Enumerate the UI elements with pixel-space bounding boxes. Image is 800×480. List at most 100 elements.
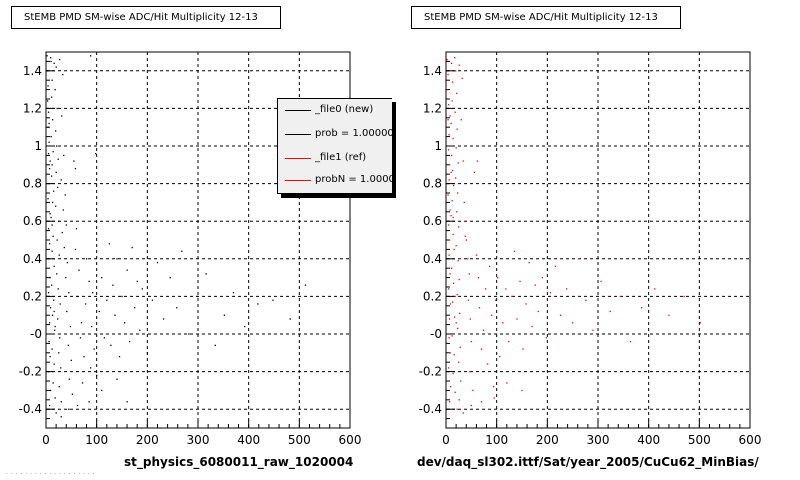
data-point — [486, 363, 489, 365]
y-tick-label: 0.6 — [23, 214, 42, 228]
data-point — [452, 216, 454, 219]
data-point — [48, 322, 51, 324]
data-point — [46, 55, 48, 57]
data-point — [162, 318, 165, 320]
data-point — [56, 239, 58, 241]
data-point — [47, 198, 49, 200]
data-point — [48, 340, 50, 343]
y-tick-label: 0.6 — [423, 214, 442, 228]
data-point — [449, 209, 451, 211]
data-point — [457, 162, 459, 164]
data-point — [136, 280, 138, 283]
data-point — [56, 273, 58, 275]
data-point — [450, 62, 453, 64]
data-point — [55, 66, 57, 68]
data-point — [578, 258, 580, 260]
data-point — [129, 340, 131, 343]
data-point — [467, 258, 469, 260]
data-point — [57, 318, 59, 320]
data-point — [73, 160, 75, 162]
x-tick-label: 400 — [237, 433, 260, 447]
data-point — [51, 224, 53, 226]
data-point — [699, 322, 702, 324]
data-point — [61, 231, 63, 234]
data-point — [683, 295, 685, 298]
data-point — [447, 73, 449, 76]
data-point — [449, 386, 452, 388]
x-tick-label: 500 — [288, 433, 311, 447]
data-point — [559, 314, 562, 316]
data-point — [447, 224, 450, 226]
data-point — [49, 160, 51, 162]
data-point — [69, 325, 72, 328]
data-point — [484, 288, 487, 290]
data-point — [55, 205, 57, 207]
legend-label-file0: _file0 (new) — [315, 104, 374, 115]
data-point — [457, 327, 459, 330]
data-point — [55, 130, 57, 132]
data-point — [156, 261, 159, 264]
data-point — [58, 386, 60, 388]
data-point — [58, 254, 60, 256]
data-point — [478, 307, 481, 309]
data-point — [60, 401, 62, 403]
data-point — [114, 314, 116, 316]
data-point — [52, 382, 54, 384]
data-point — [448, 179, 450, 181]
data-point — [123, 322, 126, 324]
legend-entry-probn: probN = 1.000000 — [278, 171, 392, 189]
data-point — [48, 183, 50, 185]
data-point — [668, 314, 670, 316]
data-point — [600, 280, 602, 283]
data-point — [108, 243, 111, 245]
data-point — [448, 318, 451, 320]
data-point — [452, 372, 454, 375]
data-point — [449, 115, 451, 117]
data-point — [257, 303, 259, 305]
data-point — [455, 245, 457, 247]
data-point — [448, 239, 451, 241]
y-tick-label: -0.4 — [419, 402, 442, 416]
data-point — [640, 307, 643, 309]
data-point — [493, 386, 495, 388]
data-point — [499, 355, 501, 358]
data-point — [59, 337, 61, 339]
data-point — [131, 246, 133, 249]
data-point — [462, 412, 464, 414]
data-point — [67, 344, 69, 346]
data-point — [450, 267, 453, 269]
scatter-chart-right: 0 100 200 300 400 500 600 -0.4 -0.2 -0 0.2 0.4 0.6 0.… — [419, 51, 761, 447]
data-point — [46, 70, 49, 72]
data-point — [116, 378, 118, 380]
data-point — [453, 248, 455, 251]
legend-entry-file1: _file1 (ref) — [278, 149, 392, 167]
data-point — [50, 216, 52, 219]
data-point — [449, 273, 451, 275]
data-point — [454, 391, 456, 393]
legend-label-file1: _file1 (ref) — [315, 152, 367, 163]
data-point — [141, 288, 143, 290]
data-point — [609, 310, 611, 313]
data-point — [48, 243, 51, 245]
y-tick-label: 0.8 — [23, 177, 42, 191]
data-point — [49, 355, 51, 358]
data-point — [47, 85, 49, 87]
data-point — [51, 314, 54, 316]
data-point — [461, 77, 463, 80]
data-point — [469, 318, 472, 320]
data-point — [476, 160, 479, 162]
data-point — [181, 250, 183, 252]
data-point — [53, 190, 55, 192]
data-point — [56, 145, 58, 147]
legend-line-file0 — [285, 110, 311, 111]
data-point — [52, 151, 54, 153]
data-point — [451, 335, 453, 337]
data-point — [47, 292, 50, 294]
data-point — [554, 265, 557, 268]
data-point — [91, 325, 93, 328]
data-point — [48, 141, 50, 143]
data-point — [456, 408, 458, 410]
data-point — [447, 194, 449, 196]
data-point — [516, 318, 518, 320]
data-point — [450, 122, 452, 125]
